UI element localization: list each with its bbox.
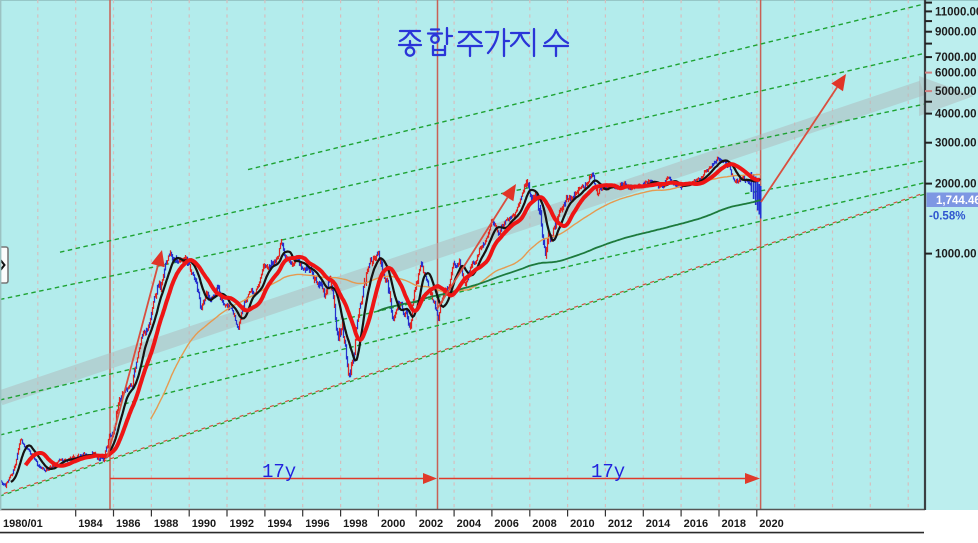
svg-text:2010: 2010: [570, 518, 594, 530]
svg-text:-0.58%: -0.58%: [929, 211, 965, 223]
svg-text:11000.00: 11000.00: [935, 6, 978, 18]
svg-text:2018: 2018: [722, 518, 746, 530]
svg-text:1988: 1988: [154, 518, 178, 530]
svg-text:4000.00: 4000.00: [935, 109, 977, 121]
svg-text:2004: 2004: [457, 518, 482, 530]
svg-text:7000.00: 7000.00: [935, 52, 977, 64]
svg-text:9000.00: 9000.00: [935, 27, 977, 39]
svg-text:17y: 17y: [591, 461, 625, 483]
svg-text:1994: 1994: [267, 518, 292, 530]
svg-text:2000.00: 2000.00: [935, 179, 977, 191]
svg-text:1000.00: 1000.00: [935, 249, 977, 261]
svg-text:2014: 2014: [646, 518, 671, 530]
svg-text:2016: 2016: [684, 518, 708, 530]
svg-text:1998: 1998: [343, 518, 367, 530]
svg-text:1984: 1984: [78, 518, 103, 530]
svg-text:1996: 1996: [305, 518, 329, 530]
svg-text:1,744.46: 1,744.46: [936, 195, 978, 207]
svg-text:1986: 1986: [116, 518, 140, 530]
svg-text:2006: 2006: [494, 518, 518, 530]
svg-text:3000.00: 3000.00: [935, 138, 977, 150]
svg-text:5000.00: 5000.00: [935, 86, 977, 98]
svg-text:2008: 2008: [532, 518, 556, 530]
svg-text:1980/01: 1980/01: [3, 518, 43, 530]
svg-text:17y: 17y: [262, 461, 296, 483]
svg-text:1990: 1990: [192, 518, 216, 530]
svg-text:1992: 1992: [230, 518, 254, 530]
svg-text:2012: 2012: [608, 518, 632, 530]
svg-text:2002: 2002: [419, 518, 443, 530]
svg-text:6000.00: 6000.00: [935, 68, 977, 80]
svg-text:2020: 2020: [759, 518, 783, 530]
svg-text:2000: 2000: [381, 518, 405, 530]
